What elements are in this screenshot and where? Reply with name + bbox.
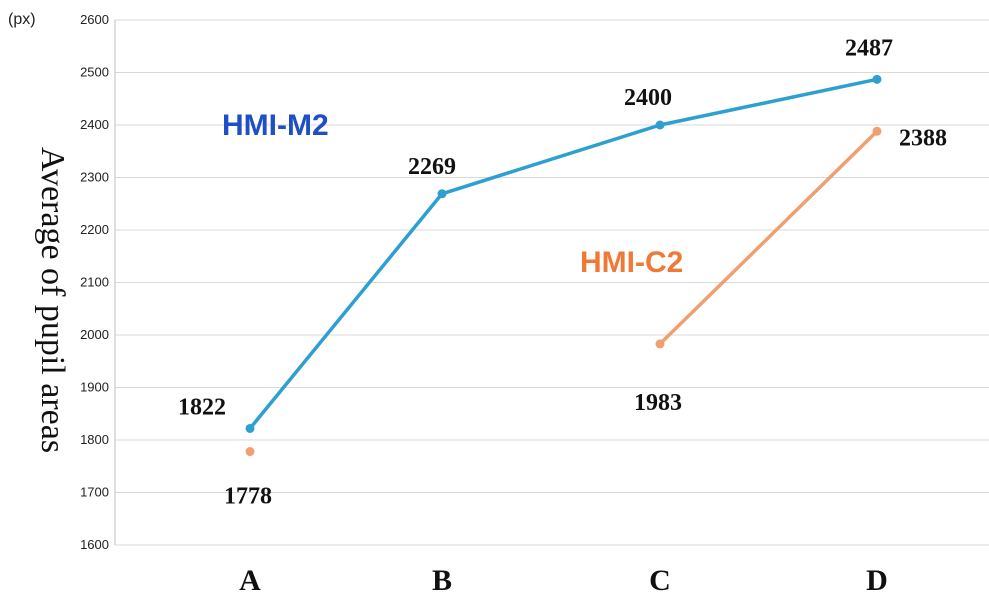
y-tick-label: 2500 (80, 65, 109, 80)
series-line (248, 77, 878, 430)
y-tick-label: 2100 (80, 275, 109, 290)
y-tick-label: 1600 (80, 537, 109, 552)
x-tick-label: C (649, 564, 671, 594)
data-point (872, 74, 882, 84)
y-tick-label: 1700 (80, 485, 109, 500)
data-point (245, 423, 255, 433)
series-line (658, 130, 879, 346)
data-point (655, 339, 665, 349)
y-tick-label: 2000 (80, 327, 109, 342)
y-tick-label: 2200 (80, 222, 109, 237)
x-tick-labels: A B C D (239, 564, 888, 594)
y-tick-label: 2400 (80, 117, 109, 132)
data-label: 2487 (845, 35, 893, 61)
y-axis-title: Average of pupil areas (34, 147, 71, 453)
gridlines (115, 19, 989, 546)
y-tick-label: 1900 (80, 380, 109, 395)
x-tick-label: A (239, 564, 261, 594)
series (245, 74, 882, 457)
data-label: 1983 (634, 390, 682, 416)
data-point (437, 189, 447, 199)
data-point (655, 120, 665, 130)
y-tick-label: 2300 (80, 170, 109, 185)
data-point (245, 447, 255, 457)
x-tick-label: B (432, 564, 452, 594)
data-label: 2269 (408, 154, 456, 180)
y-tick-label: 2600 (80, 12, 109, 27)
data-label: 1822 (178, 394, 226, 420)
data-label: 2388 (899, 125, 947, 151)
series-name-hmi-c2: HMI-C2 (580, 246, 683, 279)
data-label: 1778 (224, 484, 272, 510)
y-tick-label: 1800 (80, 432, 109, 447)
y-tick-labels: 1600 1700 1800 1900 2000 2100 2200 2300 2400 2500… (80, 12, 109, 552)
y-unit-label: (px) (8, 11, 36, 28)
data-point (872, 126, 882, 136)
data-label: 2400 (624, 85, 672, 111)
data-labels: 1822 2269 2400 2487 1778 1983 2388 (178, 35, 947, 509)
series-name-hmi-m2: HMI-M2 (222, 109, 329, 142)
x-tick-label: D (866, 564, 888, 594)
